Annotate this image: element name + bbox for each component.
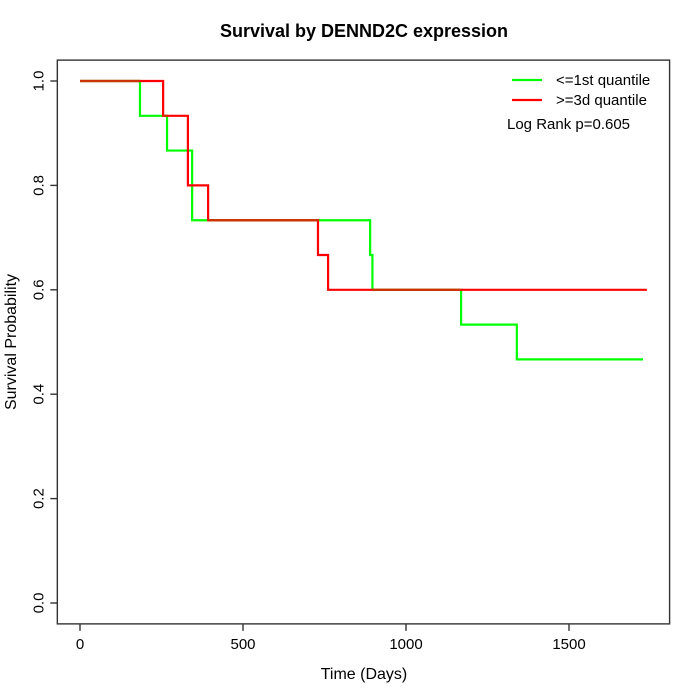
y-axis-label: Survival Probability <box>3 274 20 410</box>
legend-label: <=1st quantile <box>556 72 650 89</box>
survival-curve <box>80 79 644 361</box>
y-axis: 0.0 0.2 0.4 0.6 0.8 1.0 <box>30 71 58 614</box>
chart-title: Survival by DENND2C expression <box>220 21 508 41</box>
survival-curve <box>80 79 647 291</box>
y-tick-label: 0.6 <box>30 279 47 300</box>
y-tick-label: 0.4 <box>30 384 47 405</box>
x-axis: 0 500 1000 1500 <box>76 623 586 653</box>
legend: <=1st quantile >=3d quantile <box>512 72 650 109</box>
logrank-annotation: Log Rank p=0.605 <box>507 116 630 133</box>
x-tick-label: 500 <box>230 636 255 653</box>
y-tick-label: 0.2 <box>30 488 47 509</box>
x-tick-label: 1500 <box>552 636 585 653</box>
plot-box <box>56 59 671 625</box>
x-axis-label: Time (Days) <box>321 666 408 683</box>
y-tick-label: 1.0 <box>30 71 47 92</box>
survival-curves <box>80 79 647 361</box>
x-tick-label: 0 <box>76 636 84 653</box>
x-tick-label: 1000 <box>389 636 422 653</box>
y-tick-label: 0.0 <box>30 593 47 614</box>
y-tick-label: 0.8 <box>30 175 47 196</box>
legend-label: >=3d quantile <box>556 92 647 109</box>
